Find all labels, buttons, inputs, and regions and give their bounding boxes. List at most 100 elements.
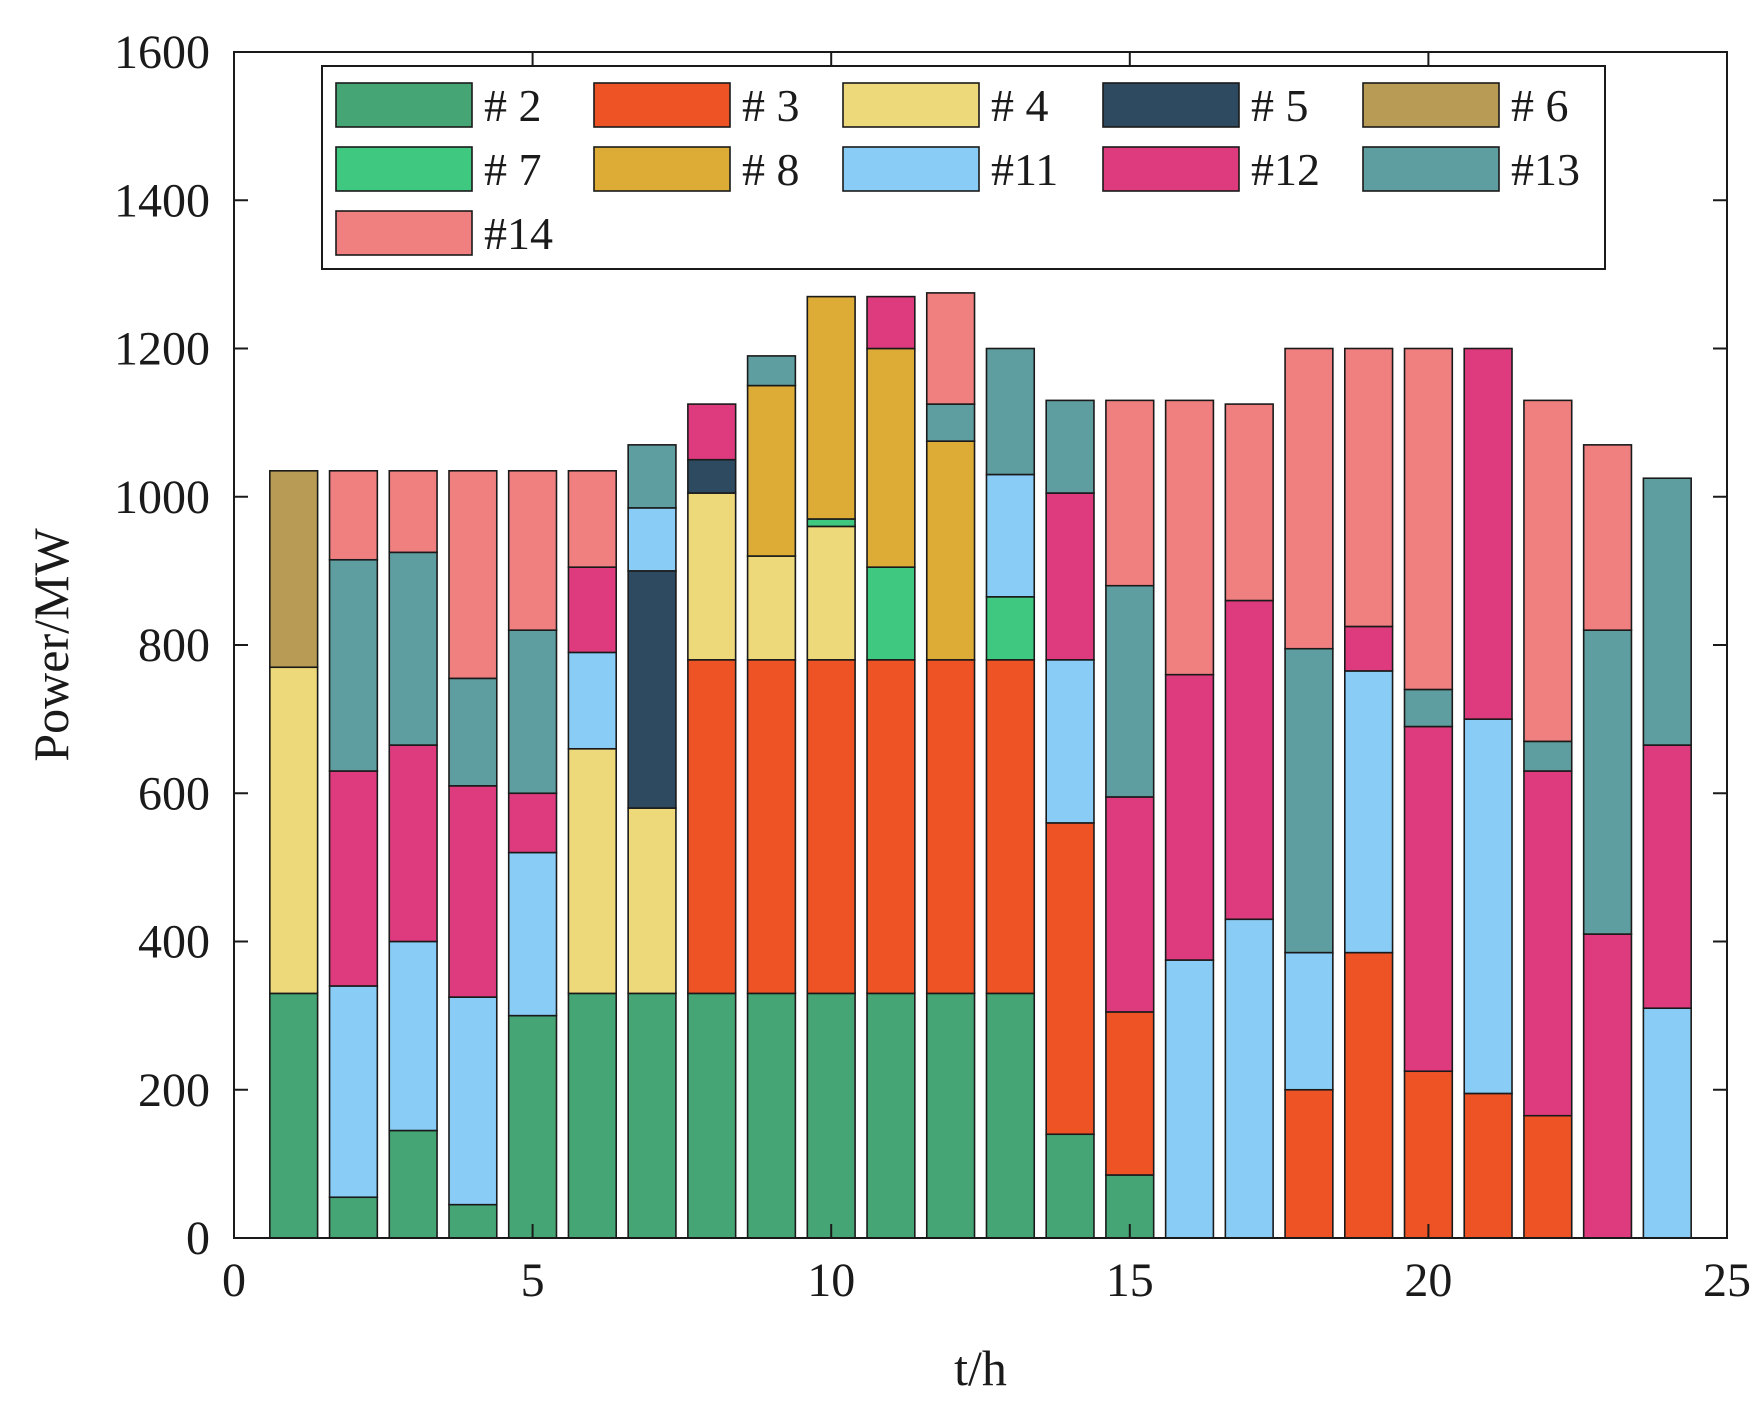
y-tick-label: 600 [138,767,210,820]
bar-t2-series-10 [328,470,379,561]
bar-t2-series-9 [328,558,379,772]
bar-t6-series-8 [567,566,618,654]
bar-t22-series-9 [1523,740,1573,772]
bar-t1-series-0 [269,992,319,1239]
bar-t6-series-2 [567,747,618,995]
legend-swatch [593,82,731,128]
legend-label: #14 [484,208,553,259]
bar-t10-series-5 [806,518,856,528]
bar-t12-series-10 [925,292,976,405]
bar-t18-series-10 [1284,347,1334,650]
bar-t20-series-8 [1403,725,1454,1073]
legend-swatch [335,82,473,128]
bar-t2-series-7 [328,985,379,1199]
bar-t18-series-7 [1284,951,1334,1091]
bar-t2-series-0 [328,1196,379,1239]
bar-t15-series-1 [1105,1011,1155,1176]
bar-t12-series-1 [925,659,976,995]
bar-t7-series-2 [627,807,677,995]
bar-t15-series-10 [1105,399,1155,587]
legend-swatch [593,146,731,192]
bar-t9-series-1 [746,659,797,995]
y-tick-label: 0 [186,1212,210,1265]
bar-t13-series-5 [985,596,1036,661]
bar-t4-series-10 [448,470,498,680]
bar-t14-series-7 [1045,659,1095,824]
bar-t24-series-7 [1642,1007,1692,1239]
bar-t6-series-0 [567,992,618,1239]
bar-t7-series-9 [627,444,677,509]
bar-t19-series-8 [1343,625,1394,672]
y-tick-label: 800 [138,619,210,672]
legend-label: #13 [1511,144,1580,195]
bar-t11-series-0 [866,992,916,1239]
bar-t14-series-8 [1045,492,1095,661]
bar-t24-series-9 [1642,477,1692,746]
bar-t12-series-6 [925,440,976,661]
legend-swatch [1362,146,1500,192]
x-tick-label: 5 [521,1254,545,1307]
bar-t21-series-1 [1463,1092,1513,1239]
legend-label: # 6 [1511,80,1569,131]
legend-label: # 5 [1251,80,1309,131]
bar-t13-series-9 [985,347,1036,476]
bar-t21-series-8 [1463,347,1513,720]
bar-t17-series-8 [1224,599,1274,921]
bar-t20-series-10 [1403,347,1454,691]
bar-t12-series-0 [925,992,976,1239]
legend-label: #11 [991,144,1058,195]
y-tick-label: 1400 [114,174,210,227]
bar-t9-series-6 [746,384,797,557]
bar-t13-series-0 [985,992,1036,1239]
x-axis-title: t/h [954,1340,1007,1396]
bar-t10-series-2 [806,525,856,661]
bar-t13-series-7 [985,473,1036,598]
bar-t5-series-7 [507,851,558,1017]
bar-t4-series-8 [448,785,498,998]
bar-t7-series-3 [627,570,677,809]
bar-t9-series-2 [746,555,797,661]
legend-swatch [1102,146,1240,192]
bar-t10-series-6 [806,295,856,520]
bar-t8-series-2 [687,492,737,661]
bar-t14-series-9 [1045,399,1095,494]
bar-t8-series-1 [687,659,737,995]
bar-t8-series-0 [687,992,737,1239]
bar-t16-series-7 [1164,959,1215,1239]
bar-t7-series-0 [627,992,677,1239]
bar-t19-series-7 [1343,670,1394,954]
bar-t4-series-9 [448,677,498,787]
y-tick-label: 1200 [114,323,210,376]
bar-t1-series-4 [269,470,319,669]
bar-t16-series-8 [1164,673,1215,961]
bar-t3-series-10 [388,470,438,554]
bar-t3-series-8 [388,744,438,943]
bar-t15-series-8 [1105,796,1155,1013]
bar-t5-series-0 [507,1014,558,1239]
legend-swatch [842,146,980,192]
bar-t4-series-0 [448,1203,498,1239]
bar-t9-series-9 [746,355,797,387]
bar-t11-series-1 [866,659,916,995]
bar-t23-series-9 [1582,629,1633,935]
legend: # 2 # 3 # 4 # 5 # 6 # 7 # 8 #11 #12 #13 #14 [321,65,1606,270]
bar-t8-series-8 [687,403,737,461]
bar-t16-series-10 [1164,399,1215,676]
x-tick-label: 10 [807,1254,855,1307]
bar-t23-series-10 [1582,444,1633,631]
bar-t23-series-8 [1582,933,1633,1239]
bar-t19-series-10 [1343,347,1394,628]
bar-t14-series-0 [1045,1133,1095,1239]
bar-t5-series-10 [507,470,558,631]
bar-t21-series-7 [1463,718,1513,1095]
bar-t10-series-0 [806,992,856,1239]
bar-t17-series-10 [1224,403,1274,602]
axis-ticks: 0 5 10 15 20 25 0 200 400 600 800 1000 1200 1400 1600 [114,26,1751,1307]
bar-t17-series-7 [1224,918,1274,1239]
bar-t19-series-1 [1343,951,1394,1239]
bar-t24-series-8 [1642,744,1692,1010]
bar-t18-series-1 [1284,1088,1334,1239]
bar-t3-series-7 [388,940,438,1132]
x-tick-label: 25 [1703,1254,1751,1307]
